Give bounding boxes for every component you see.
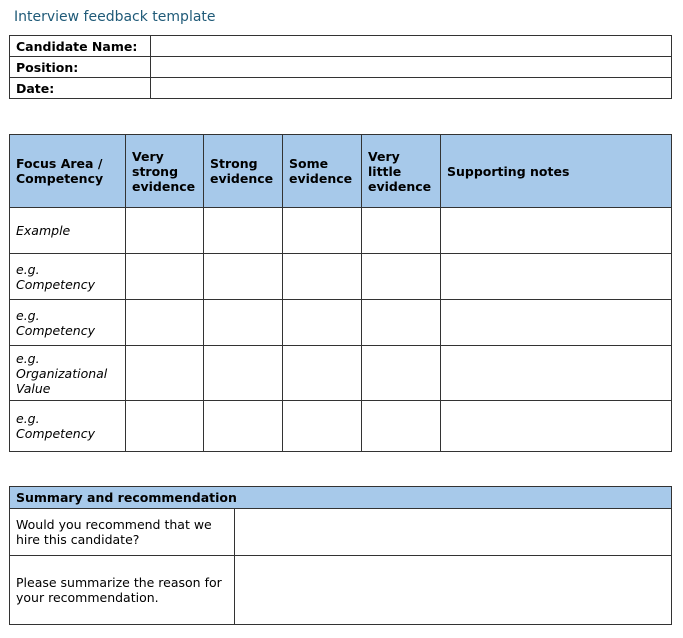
notes-cell[interactable] — [440, 253, 672, 300]
summary-table: Summary and recommendation Would you rec… — [9, 486, 672, 625]
table-row: e.g. Competency — [9, 400, 672, 452]
info-row: Position: — [9, 56, 672, 78]
summary-question: Please summarize the reason for your rec… — [9, 555, 235, 625]
column-header: Strong evidence — [203, 134, 283, 208]
candidate-name-field[interactable] — [150, 35, 672, 57]
focus-area-cell[interactable]: e.g. Competency — [9, 253, 126, 300]
ratings-header-row: Focus Area / Competency Very strong evid… — [9, 134, 672, 208]
info-label: Candidate Name: — [9, 35, 151, 57]
date-field[interactable] — [150, 77, 672, 99]
rating-cell[interactable] — [361, 400, 441, 452]
rating-cell[interactable] — [125, 400, 204, 452]
rating-cell[interactable] — [203, 299, 283, 346]
page-title: Interview feedback template — [14, 9, 216, 25]
rating-cell[interactable] — [282, 207, 362, 254]
column-header: Supporting notes — [440, 134, 672, 208]
focus-area-cell[interactable]: e.g. Competency — [9, 299, 126, 346]
column-header: Very strong evidence — [125, 134, 204, 208]
table-row: e.g. Competency — [9, 253, 672, 300]
table-row: Would you recommend that we hire this ca… — [9, 508, 672, 556]
column-header: Very little evidence — [361, 134, 441, 208]
position-field[interactable] — [150, 56, 672, 78]
table-row: Example — [9, 207, 672, 254]
info-row: Candidate Name: — [9, 35, 672, 57]
table-row: e.g. Competency — [9, 299, 672, 346]
notes-cell[interactable] — [440, 345, 672, 401]
rating-cell[interactable] — [203, 400, 283, 452]
candidate-info-table: Candidate Name: Position: Date: — [9, 35, 672, 99]
rating-cell[interactable] — [125, 345, 204, 401]
notes-cell[interactable] — [440, 299, 672, 346]
info-label: Position: — [9, 56, 151, 78]
focus-area-cell[interactable]: e.g. Competency — [9, 400, 126, 452]
table-row: Please summarize the reason for your rec… — [9, 555, 672, 625]
column-header: Some evidence — [282, 134, 362, 208]
rating-cell[interactable] — [282, 253, 362, 300]
rating-cell[interactable] — [361, 299, 441, 346]
info-label: Date: — [9, 77, 151, 99]
column-header: Focus Area / Competency — [9, 134, 126, 208]
rating-cell[interactable] — [203, 207, 283, 254]
table-row: e.g. Organizational Value — [9, 345, 672, 401]
summary-header: Summary and recommendation — [9, 486, 672, 509]
rating-cell[interactable] — [282, 345, 362, 401]
rating-cell[interactable] — [125, 207, 204, 254]
recommendation-answer-cell[interactable] — [234, 508, 672, 556]
notes-cell[interactable] — [440, 400, 672, 452]
rating-cell[interactable] — [361, 207, 441, 254]
notes-cell[interactable] — [440, 207, 672, 254]
rating-cell[interactable] — [361, 253, 441, 300]
ratings-table: Focus Area / Competency Very strong evid… — [9, 134, 672, 452]
rating-cell[interactable] — [282, 299, 362, 346]
focus-area-cell[interactable]: e.g. Organizational Value — [9, 345, 126, 401]
focus-area-cell[interactable]: Example — [9, 207, 126, 254]
rating-cell[interactable] — [125, 253, 204, 300]
rating-cell[interactable] — [125, 299, 204, 346]
rating-cell[interactable] — [203, 253, 283, 300]
summary-question: Would you recommend that we hire this ca… — [9, 508, 235, 556]
rating-cell[interactable] — [361, 345, 441, 401]
rating-cell[interactable] — [282, 400, 362, 452]
reason-answer-cell[interactable] — [234, 555, 672, 625]
info-row: Date: — [9, 77, 672, 99]
rating-cell[interactable] — [203, 345, 283, 401]
